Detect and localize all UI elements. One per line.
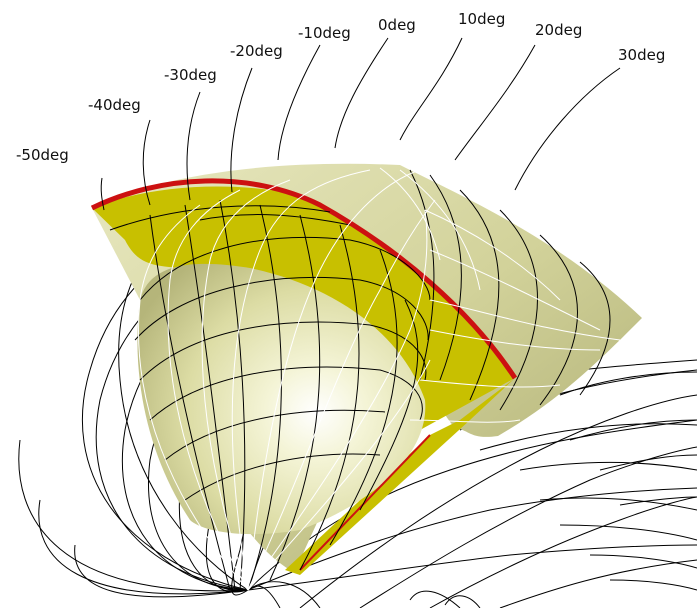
label-10deg: 10deg <box>458 10 505 28</box>
surface-white-lines <box>137 167 621 591</box>
label-0deg: 0deg <box>378 16 416 34</box>
label-30deg: 30deg <box>618 46 665 64</box>
surface-black-lines <box>109 169 611 591</box>
label-minus-30deg: -30deg <box>164 66 217 84</box>
angle-labels: -50deg -40deg -30deg -20deg -10deg 0deg … <box>16 10 665 164</box>
label-minus-50deg: -50deg <box>16 146 69 164</box>
label-minus-40deg: -40deg <box>88 96 141 114</box>
angle-indicator-lines <box>100 37 621 211</box>
label-20deg: 20deg <box>535 21 582 39</box>
red-edge <box>90 178 518 571</box>
label-minus-10deg: -10deg <box>298 24 351 42</box>
label-minus-20deg: -20deg <box>230 42 283 60</box>
